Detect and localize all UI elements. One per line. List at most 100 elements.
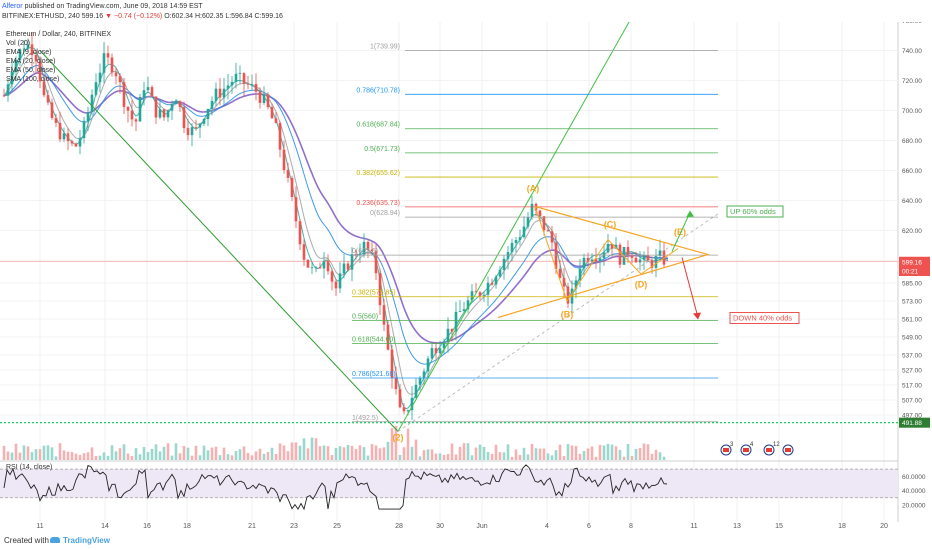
legend-sma-100[interactable]: SMA (100, close) bbox=[6, 76, 60, 83]
x-tick-label: 30 bbox=[436, 523, 444, 530]
candle-body bbox=[590, 259, 594, 262]
volume-group bbox=[2, 425, 666, 460]
x-tick-label: 11 bbox=[36, 523, 43, 530]
candle-body bbox=[398, 389, 402, 408]
volume-bar bbox=[250, 455, 254, 460]
candle-body bbox=[122, 82, 126, 107]
volume-bar bbox=[642, 443, 646, 460]
candles-group bbox=[2, 33, 666, 420]
volume-bar bbox=[266, 452, 270, 460]
price-tag bbox=[899, 266, 930, 276]
candle-body bbox=[6, 84, 10, 96]
volume-bar bbox=[118, 448, 122, 460]
volume-bar bbox=[394, 425, 398, 460]
candle-body bbox=[198, 123, 202, 128]
event-flag-stripe bbox=[766, 448, 772, 452]
volume-bar bbox=[162, 446, 166, 460]
volume-bar bbox=[226, 454, 230, 460]
volume-bar bbox=[38, 449, 42, 460]
candle-body bbox=[454, 311, 458, 332]
volume-bar bbox=[630, 455, 634, 460]
volume-bar bbox=[546, 453, 550, 460]
x-tick-label: 28 bbox=[395, 523, 403, 530]
candle-body bbox=[386, 324, 390, 350]
volume-bar bbox=[354, 449, 358, 460]
rsi-label[interactable]: RSI (14, close) bbox=[6, 464, 53, 471]
volume-bar bbox=[194, 445, 198, 460]
volume-bar bbox=[322, 445, 326, 460]
candle-body bbox=[390, 349, 394, 378]
candle-body bbox=[226, 85, 230, 89]
candle-body bbox=[26, 44, 30, 49]
legend-ema-20[interactable]: EMA (20, close) bbox=[6, 58, 56, 65]
event-flag-count: 12 bbox=[773, 442, 780, 448]
event-flag-stripe bbox=[785, 448, 791, 452]
legend-ema-9[interactable]: EMA (9, close) bbox=[6, 49, 52, 56]
volume-bar bbox=[570, 445, 574, 460]
candle-body bbox=[86, 112, 90, 121]
x-tick-label: 6 bbox=[587, 523, 591, 530]
tradingview-logo-icon bbox=[50, 537, 60, 543]
legend-vol[interactable]: Vol (20) bbox=[6, 40, 31, 47]
volume-bar bbox=[498, 452, 502, 460]
candle-body bbox=[186, 128, 190, 136]
candle-body bbox=[262, 94, 266, 103]
candle-body bbox=[114, 72, 118, 77]
candle-body bbox=[130, 110, 134, 120]
price-chart[interactable]: 111416182123252830Jun4681113151820780.00… bbox=[0, 22, 932, 533]
candle-body bbox=[90, 94, 94, 113]
candle-body bbox=[438, 348, 442, 354]
candle-body bbox=[74, 143, 78, 147]
volume-bar bbox=[210, 447, 214, 460]
candle-body bbox=[338, 273, 342, 289]
candle-body bbox=[642, 254, 646, 260]
rsi-band bbox=[0, 469, 898, 498]
volume-bar bbox=[638, 448, 642, 460]
candle-body bbox=[170, 104, 174, 111]
volume-bar bbox=[22, 445, 26, 460]
volume-bar bbox=[218, 455, 222, 460]
volume-bar bbox=[390, 428, 394, 460]
candle-body bbox=[266, 94, 270, 108]
volume-bar bbox=[330, 455, 334, 460]
volume-bar bbox=[82, 453, 86, 460]
volume-bar bbox=[618, 449, 622, 460]
candle-body bbox=[22, 48, 26, 50]
candle-body bbox=[54, 118, 58, 123]
volume-bar bbox=[110, 445, 114, 460]
volume-bar bbox=[650, 453, 654, 460]
volume-bar bbox=[358, 445, 362, 460]
wave-path bbox=[534, 206, 679, 303]
candle-body bbox=[294, 197, 298, 222]
candle-body bbox=[242, 73, 246, 84]
volume-bar bbox=[442, 455, 446, 460]
fib-upper-label: 0.5(671.73) bbox=[364, 146, 400, 153]
candle-body bbox=[298, 221, 302, 245]
candle-body bbox=[102, 53, 106, 73]
candle-body bbox=[322, 260, 326, 269]
y-tick-label: 720.00 bbox=[902, 78, 922, 85]
symbol-label: BITFINEX:ETHUSD, 240 bbox=[2, 13, 80, 20]
author-link[interactable]: Alferor bbox=[2, 3, 23, 10]
x-tick-label: 8 bbox=[629, 523, 633, 530]
legend-ema-50[interactable]: EMA (50, close) bbox=[6, 67, 56, 74]
volume-bar bbox=[542, 448, 546, 460]
volume-bar bbox=[190, 455, 194, 460]
volume-bar bbox=[34, 449, 38, 460]
fib-upper-label: 0.236(635.73) bbox=[356, 200, 400, 207]
candle-body bbox=[250, 83, 254, 85]
candle-body bbox=[526, 217, 530, 227]
volume-bar bbox=[554, 450, 558, 460]
price-tag bbox=[899, 417, 930, 428]
volume-bar bbox=[586, 448, 590, 460]
candle-body bbox=[574, 280, 578, 289]
volume-bar bbox=[386, 441, 390, 460]
candle-body bbox=[254, 83, 258, 92]
volume-bar bbox=[410, 446, 414, 460]
x-tick-label: 15 bbox=[775, 523, 783, 530]
candle-body bbox=[18, 49, 22, 60]
volume-bar bbox=[98, 455, 102, 460]
volume-bar bbox=[602, 445, 606, 460]
candle-body bbox=[558, 268, 562, 278]
footer-brand[interactable]: TradingView bbox=[63, 536, 110, 545]
